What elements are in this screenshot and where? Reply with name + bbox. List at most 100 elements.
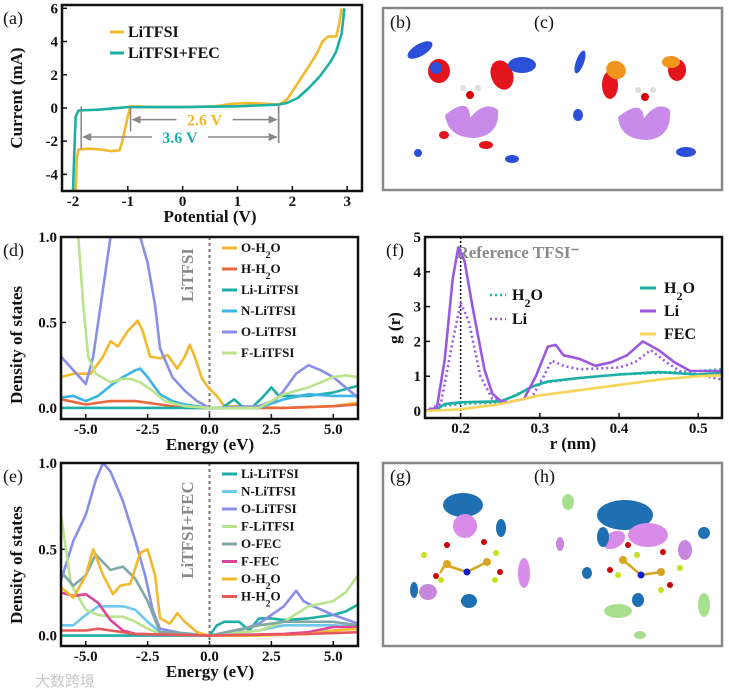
y-tick-label: 0 <box>51 101 59 117</box>
legend-label: Li <box>512 311 528 328</box>
y-tick-label: -4 <box>46 167 59 183</box>
y-tick-label: -2 <box>46 134 59 150</box>
y-tick-label: 1 <box>414 369 422 385</box>
series-line-litfsi <box>74 8 343 191</box>
legend-label: H-H2O <box>241 589 281 610</box>
x-tick-label: 2 <box>289 194 297 210</box>
series-line-o-litfsi <box>61 237 358 410</box>
window-value: 3.6 V <box>162 130 198 147</box>
image-panel-gh: (g) (h) <box>381 461 724 648</box>
legend-label: Li-LiTFSI <box>241 282 299 297</box>
x-tick-label: -5.0 <box>74 649 98 665</box>
y-tick-label: 0.5 <box>38 542 57 558</box>
y-tick-label: 0.5 <box>38 315 57 331</box>
y-tick-label: 3 <box>414 300 422 316</box>
arrow-head <box>268 133 278 142</box>
panel-label: (d) <box>3 240 24 261</box>
y-tick-label: 6 <box>51 1 59 17</box>
series-line-h-h2o <box>61 398 358 410</box>
series-line-f-litfsi <box>61 514 358 637</box>
x-axis-label: r (nm) <box>550 434 596 453</box>
chart-panel-a: -2 -1 0 1 2 3 -4 -2 0 2 4 6 Potential (V) Current (mA… <box>3 1 364 226</box>
x-tick-label: -2.5 <box>136 649 160 665</box>
legend-label: H-H2O <box>241 261 281 282</box>
x-axis-label: Energy (eV) <box>166 435 254 454</box>
window-annotation: 3.6 V <box>80 104 280 150</box>
panel-label-c: (c) <box>534 12 554 33</box>
legend-label: F-FEC <box>241 554 279 569</box>
x-axis-label: Energy (eV) <box>166 662 254 681</box>
x-tick-label: 2.5 <box>262 422 281 438</box>
legend-label: O-LiTFSI <box>241 324 297 339</box>
legend-label: O-H2O <box>241 240 281 261</box>
legend-label: LiTFSI <box>128 24 179 41</box>
y-tick-label: 1.0 <box>38 230 57 246</box>
legend-label: N-LiTFSI <box>241 484 296 499</box>
isosurface-blobs-b <box>407 41 536 163</box>
x-tick-label: 0.3 <box>530 421 549 437</box>
x-tick-label: 1 <box>234 194 242 210</box>
y-tick-label: 0 <box>414 404 422 420</box>
legend-label: F-LiTFSI <box>241 519 294 534</box>
x-tick-label: -5.0 <box>74 422 98 438</box>
series-line-n-litfsi <box>61 605 358 637</box>
legend-label: Li <box>664 303 680 320</box>
y-axis-label: Density of states <box>7 286 26 404</box>
series-line-o-fec <box>61 553 358 637</box>
y-tick-label: 2 <box>414 334 422 350</box>
legend-label: O-LiTFSI <box>241 501 297 516</box>
x-tick-label: 5.0 <box>324 649 343 665</box>
y-tick-label: 2 <box>51 68 59 84</box>
series-line-f-litfsi <box>77 237 358 410</box>
watermark: 大数跨境 <box>35 672 95 690</box>
y-tick-label: 1.0 <box>38 456 57 472</box>
legend-label: F-LiTFSI <box>241 345 294 360</box>
panel-label: (a) <box>3 8 23 29</box>
x-tick-label: 0 <box>179 194 187 210</box>
y-tick-label: 4 <box>414 265 422 281</box>
legend: Li-LiTFSI N-LiTFSI O-LiTFSI F-LiTFSI O-FEC F-… <box>222 466 299 609</box>
chart-panel-d: -5.0 -2.5 0.0 2.5 5.0 0.0 0.5 1.0 Energy (eV) Den… <box>3 230 360 454</box>
series-line-li-dotted <box>425 301 722 413</box>
plot-frame <box>60 3 364 193</box>
image-panel-bc: (b) (c) <box>381 6 724 192</box>
series-line-h2o-solid <box>425 370 722 413</box>
legend-label: FEC <box>664 326 696 343</box>
chart-title: Reference TFSI⁻ <box>456 243 579 262</box>
inset-label: LiTFSI <box>178 248 197 302</box>
plot-frame <box>59 461 360 648</box>
arrow-head <box>131 115 141 124</box>
legend: LiTFSI LiTFSI+FEC <box>110 24 220 62</box>
window-value: 2.6 V <box>187 113 223 130</box>
x-tick-label: 0.5 <box>689 421 708 437</box>
panel-label-h: (h) <box>534 466 555 487</box>
arrow-head <box>268 115 278 124</box>
chart-panel-f: 0.2 0.3 0.4 0.5 0 1 2 3 4 5 r (nm) g (r) (f) Referenc… <box>385 230 724 453</box>
series-line-n-litfsi <box>61 367 358 410</box>
legend-label: Li-LiTFSI <box>241 466 299 481</box>
x-tick-label: 0.0 <box>200 422 219 438</box>
series-line-fec-solid <box>425 373 722 413</box>
series-line-litfsi-fec <box>71 8 346 191</box>
panel-label: (f) <box>386 240 404 261</box>
tfsi-isosurfaces-h <box>556 494 710 639</box>
legend-label: N-LiTFSI <box>241 303 296 318</box>
y-tick-label: 5 <box>414 230 422 246</box>
series-line-li-solid <box>425 246 722 413</box>
x-tick-label: 5.0 <box>324 422 343 438</box>
x-tick-label: 0.0 <box>200 649 219 665</box>
window-annotation: 2.6 V <box>129 104 280 143</box>
legend-label: H2O <box>664 280 695 303</box>
legend-label: O-FEC <box>241 536 281 551</box>
plot-frame <box>59 235 360 421</box>
panel-label-g: (g) <box>390 466 411 487</box>
x-tick-label: 2.5 <box>262 649 281 665</box>
arrow-head <box>82 133 92 142</box>
legend-label: H2O <box>512 287 543 310</box>
y-tick-label: 0.0 <box>38 401 57 417</box>
x-tick-label: -2 <box>67 194 80 210</box>
series-line-h-h2o <box>61 627 358 637</box>
chart-panel-e: -5.0 -2.5 0.0 2.5 5.0 0.0 0.5 1.0 Energy (eV) Den… <box>3 456 360 681</box>
x-tick-label: 0.2 <box>451 421 470 437</box>
y-tick-label: 0.0 <box>38 629 57 645</box>
